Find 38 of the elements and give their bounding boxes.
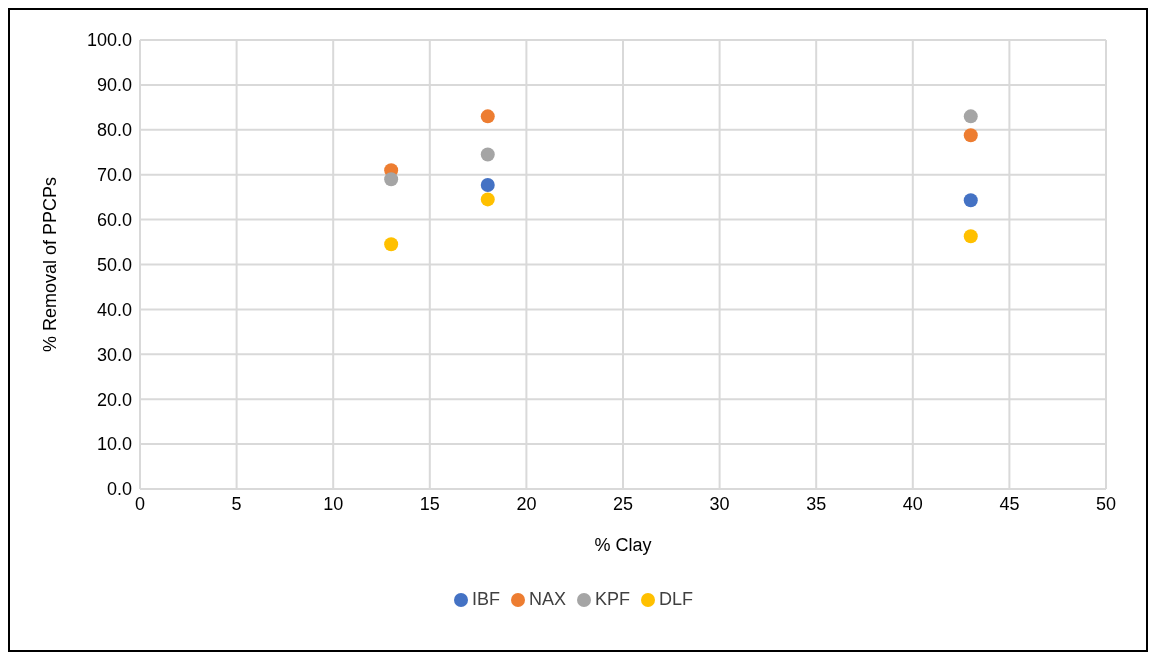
point: [963, 229, 978, 244]
y-tick-label: 20.0: [96, 389, 132, 410]
point: [480, 192, 495, 207]
y-tick-label: 60.0: [96, 209, 132, 230]
y-axis-title: % Removal of PPCPs: [40, 176, 61, 353]
y-tick-label: 0.0: [106, 479, 132, 500]
point: [963, 128, 978, 143]
y-tick-label: 80.0: [96, 120, 132, 141]
point: [480, 147, 495, 162]
x-tick-label: 35: [806, 493, 827, 514]
legend-label: IBF: [471, 589, 500, 610]
x-tick-label: 0: [134, 493, 146, 514]
y-tick-label: 30.0: [96, 344, 132, 365]
x-axis-title: % Clay: [594, 535, 652, 555]
legend-label: DLF: [659, 589, 694, 610]
x-tick-label: 25: [612, 493, 634, 514]
point: [480, 109, 495, 124]
y-tick-label: 50.0: [96, 254, 132, 275]
x-tick-label: 40: [902, 493, 923, 514]
legend-label: NAX: [528, 589, 566, 610]
point: [384, 172, 399, 187]
x-tick-label: 5: [231, 493, 242, 514]
y-tick-label: 70.0: [96, 165, 132, 186]
x-tick-label: 30: [709, 493, 730, 514]
x-tick-label: 15: [419, 493, 440, 514]
point: [384, 237, 399, 252]
point: [963, 193, 978, 208]
x-tick-label: 50: [1095, 493, 1117, 514]
x-tick-label: 20: [516, 493, 537, 514]
point: [480, 178, 495, 193]
legend-label: KPF: [595, 589, 631, 610]
y-tick-label: 90.0: [96, 75, 132, 96]
y-tick-label: 10.0: [96, 434, 132, 455]
x-tick-label: 45: [999, 493, 1020, 514]
y-tick-label: 100.0: [86, 30, 132, 51]
y-tick-label: 40.0: [96, 299, 132, 320]
point: [963, 109, 978, 124]
x-tick-label: 10: [323, 493, 344, 514]
